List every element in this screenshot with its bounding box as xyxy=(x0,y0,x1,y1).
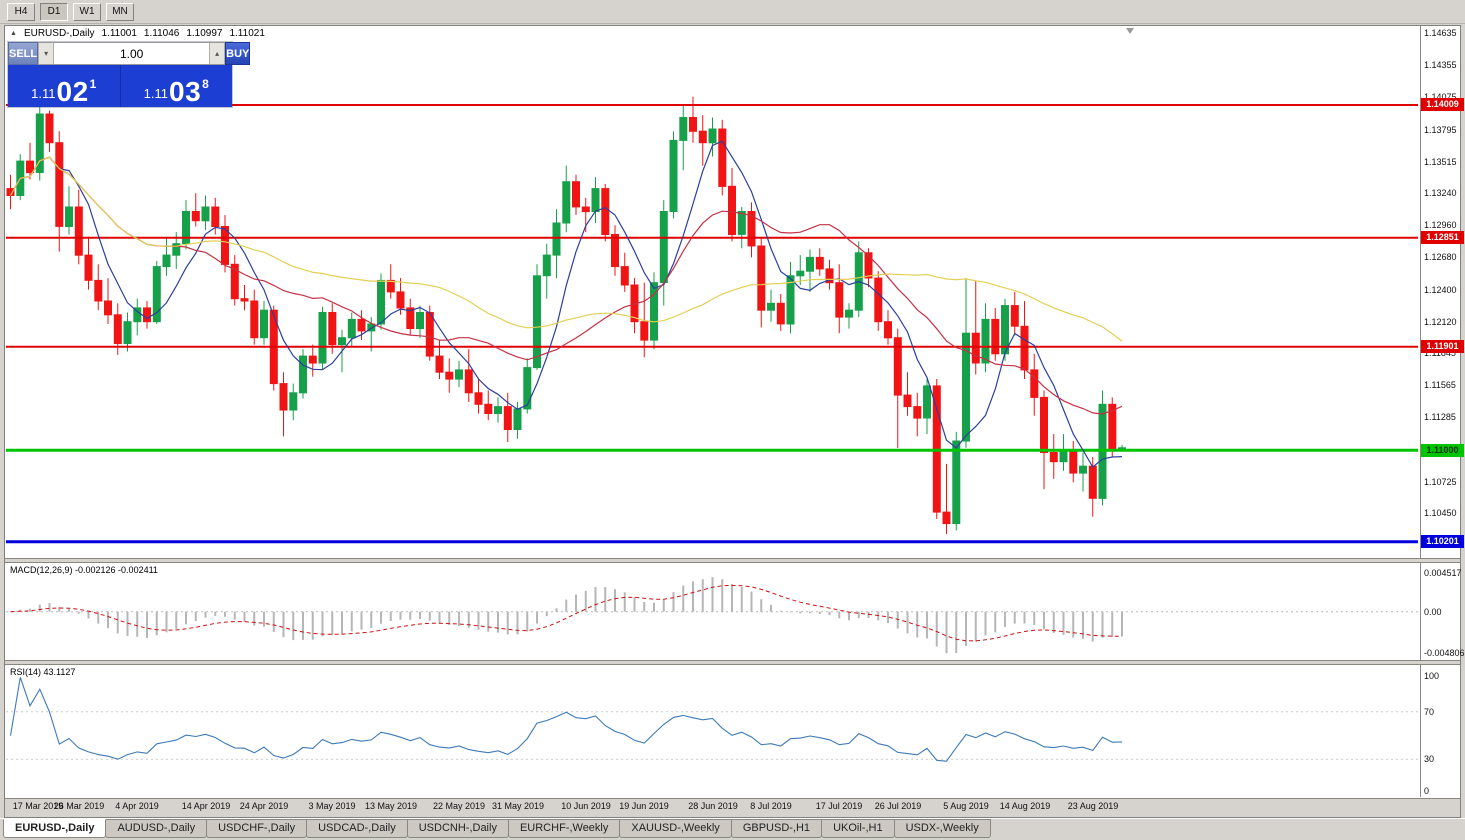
macd-panel-separator[interactable] xyxy=(5,558,1460,563)
one-click-panel-toggle-icon[interactable]: ▲ xyxy=(10,30,17,37)
buy-button[interactable]: BUY xyxy=(225,42,251,65)
symbol-tab-usdchfdaily[interactable]: USDCHF-,Daily xyxy=(206,819,308,838)
buy-price-prefix: 1.11 xyxy=(143,86,168,101)
volume-decrease-button[interactable]: ▾ xyxy=(38,43,55,64)
chart-shift-marker-icon xyxy=(1126,28,1134,34)
ohlc-low: 1.10997 xyxy=(186,28,223,39)
symbol-tab-eurchfweekly[interactable]: EURCHF-,Weekly xyxy=(507,819,621,838)
symbol-tab-ukoilh1[interactable]: UKOil-,H1 xyxy=(821,819,895,838)
buy-price[interactable]: 1.11 03 8 xyxy=(121,65,233,107)
price-axis-divider xyxy=(1420,26,1421,797)
sell-button[interactable]: SELL xyxy=(8,42,39,65)
ohlc-open: 1.11001 xyxy=(101,28,137,39)
timeframe-toolbar: H4 D1 W1 MN xyxy=(0,0,1465,24)
symbol-tab-usdxweekly[interactable]: USDX-,Weekly xyxy=(893,819,991,838)
symbol-tab-bar: EURUSD-,Daily AUDUSD-,Daily USDCHF-,Daily U… xyxy=(0,818,1465,840)
volume-increase-button[interactable]: ▴ xyxy=(209,43,226,64)
rsi-panel-separator[interactable] xyxy=(5,660,1460,665)
volume-input[interactable] xyxy=(54,43,210,64)
sell-price-big: 02 xyxy=(56,75,89,107)
symbol-tab-audusddaily[interactable]: AUDUSD-,Daily xyxy=(105,819,208,838)
symbol-tab-xauusdweekly[interactable]: XAUUSD-,Weekly xyxy=(619,819,732,838)
symbol-tab-usdcnhdaily[interactable]: USDCNH-,Daily xyxy=(406,819,509,838)
symbol-tab-usdcaddaily[interactable]: USDCAD-,Daily xyxy=(306,819,408,838)
buy-price-big: 03 xyxy=(169,75,202,107)
symbol-tab-gbpusdh1[interactable]: GBPUSD-,H1 xyxy=(730,819,823,838)
rsi-indicator-label: RSI(14) 43.1127 xyxy=(10,667,76,677)
time-axis-strip xyxy=(5,798,1460,817)
sell-price-prefix: 1.11 xyxy=(31,86,56,101)
timeframe-h4-button[interactable]: H4 xyxy=(7,2,35,21)
timeframe-mn-button[interactable]: MN xyxy=(106,2,134,21)
timeframe-d1-button[interactable]: D1 xyxy=(40,2,68,21)
timeframe-w1-button[interactable]: W1 xyxy=(73,2,101,21)
ohlc-close: 1.11021 xyxy=(229,28,265,39)
chart-symbol-period: EURUSD-,Daily xyxy=(23,28,95,39)
volume-field-wrap: ▾ ▴ xyxy=(38,42,226,65)
chart-info-line: ▲ EURUSD-,Daily 1.11001 1.11046 1.10997 … xyxy=(10,28,265,39)
ohlc-high: 1.11046 xyxy=(143,28,180,39)
symbol-tab-eurusddaily[interactable]: EURUSD-,Daily xyxy=(3,819,107,838)
macd-indicator-label: MACD(12,26,9) -0.002126 -0.002411 xyxy=(10,565,158,575)
sell-price[interactable]: 1.11 02 1 xyxy=(8,65,121,107)
buy-price-sup: 8 xyxy=(202,77,209,91)
sell-price-sup: 1 xyxy=(89,77,97,91)
